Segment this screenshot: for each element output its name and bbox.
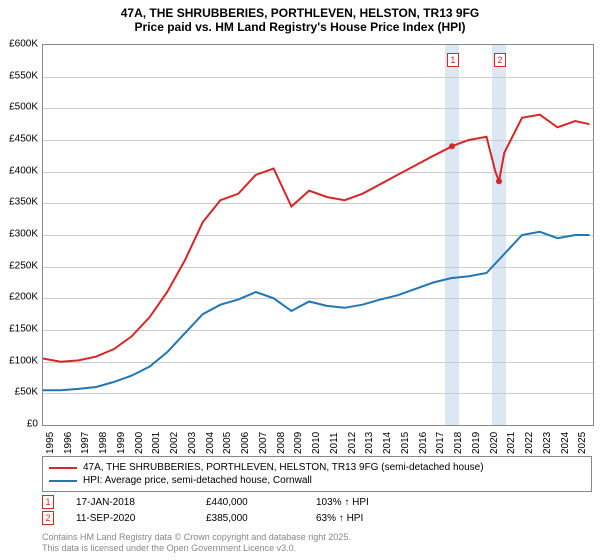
chart-lines-svg [43,45,593,425]
x-tick-label: 2014 [382,432,393,454]
y-tick-label: £500K [2,102,38,113]
sale-date: 17-JAN-2018 [76,497,206,508]
series-line-hpi [43,232,590,390]
x-tick-label: 2002 [169,432,180,454]
attribution: Contains HM Land Registry data © Crown c… [42,532,351,554]
x-tick-label: 2001 [151,432,162,454]
x-tick-label: 2021 [506,432,517,454]
y-tick-label: £150K [2,324,38,335]
x-tick-label: 2022 [524,432,535,454]
sale-delta: 63% ↑ HPI [316,513,426,524]
title-line-1: 47A, THE SHRUBBERIES, PORTHLEVEN, HELSTO… [0,6,600,20]
x-tick-label: 2024 [560,432,571,454]
x-tick-label: 2005 [222,432,233,454]
x-tick-label: 2023 [542,432,553,454]
x-tick-label: 2025 [577,432,588,454]
x-tick-label: 1997 [80,432,91,454]
x-tick-label: 2006 [240,432,251,454]
x-tick-label: 2010 [311,432,322,454]
y-tick-label: £200K [2,292,38,303]
x-tick-label: 2012 [347,432,358,454]
chart-plot-area: 12 [42,44,594,426]
sale-marker: 2 [494,53,506,67]
sale-row: 2 11-SEP-2020£385,00063% ↑ HPI [42,510,592,526]
series-line-property [43,115,590,362]
legend-label: HPI: Average price, semi-detached house,… [83,475,312,486]
x-tick-label: 2016 [418,432,429,454]
x-tick-label: 2007 [258,432,269,454]
y-tick-label: £550K [2,70,38,81]
x-tick-label: 1996 [63,432,74,454]
y-tick-label: £250K [2,260,38,271]
title-block: 47A, THE SHRUBBERIES, PORTHLEVEN, HELSTO… [0,0,600,34]
legend: 47A, THE SHRUBBERIES, PORTHLEVEN, HELSTO… [42,456,592,492]
y-tick-label: £100K [2,355,38,366]
legend-swatch [49,467,77,469]
y-tick-label: £300K [2,229,38,240]
x-tick-label: 2000 [134,432,145,454]
sale-marker-ref: 2 [42,511,54,525]
legend-row: HPI: Average price, semi-detached house,… [49,474,585,487]
legend-swatch [49,480,77,482]
sale-dot [449,143,455,149]
x-tick-label: 2017 [435,432,446,454]
x-tick-label: 2008 [276,432,287,454]
y-tick-label: £0 [2,419,38,430]
x-tick-label: 1999 [116,432,127,454]
y-tick-label: £400K [2,165,38,176]
sale-row: 1 17-JAN-2018£440,000103% ↑ HPI [42,494,592,510]
y-tick-label: £600K [2,39,38,50]
title-line-2: Price paid vs. HM Land Registry's House … [0,20,600,34]
x-tick-label: 2020 [489,432,500,454]
y-tick-label: £50K [2,387,38,398]
legend-row: 47A, THE SHRUBBERIES, PORTHLEVEN, HELSTO… [49,461,585,474]
x-tick-label: 2019 [471,432,482,454]
x-tick-label: 2009 [293,432,304,454]
sale-dot [496,178,502,184]
sale-delta: 103% ↑ HPI [316,497,426,508]
sale-price: £440,000 [206,497,316,508]
sales-table: 1 17-JAN-2018£440,000103% ↑ HPI 2 11-SEP-20… [42,494,592,526]
x-tick-label: 1995 [45,432,56,454]
sale-price: £385,000 [206,513,316,524]
x-tick-label: 2004 [205,432,216,454]
x-tick-label: 2011 [329,432,340,454]
y-tick-label: £450K [2,134,38,145]
x-tick-label: 2003 [187,432,198,454]
attribution-line-1: Contains HM Land Registry data © Crown c… [42,532,351,543]
x-tick-label: 1998 [98,432,109,454]
x-tick-label: 2013 [364,432,375,454]
chart-container: 47A, THE SHRUBBERIES, PORTHLEVEN, HELSTO… [0,0,600,560]
y-tick-label: £350K [2,197,38,208]
legend-label: 47A, THE SHRUBBERIES, PORTHLEVEN, HELSTO… [83,462,484,473]
sale-date: 11-SEP-2020 [76,513,206,524]
sale-marker-ref: 1 [42,495,54,509]
x-tick-label: 2018 [453,432,464,454]
sale-marker: 1 [447,53,459,67]
attribution-line-2: This data is licensed under the Open Gov… [42,543,351,554]
x-tick-label: 2015 [400,432,411,454]
